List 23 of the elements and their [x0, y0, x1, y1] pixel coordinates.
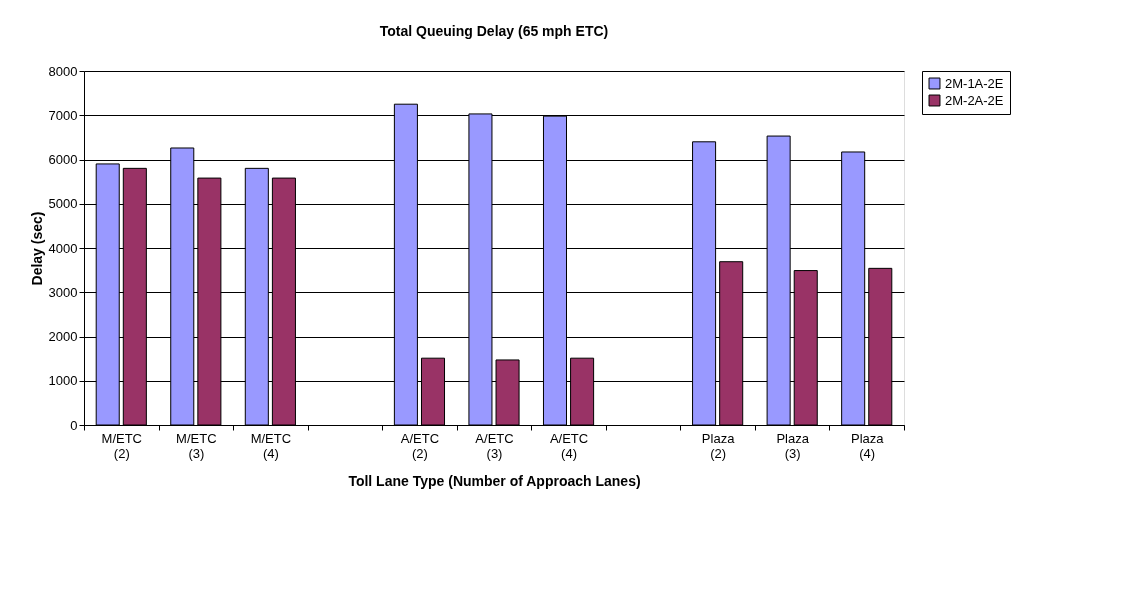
x-tick-label: M/ETC (2) [101, 430, 142, 461]
x-tick-label: Plaza (3) [776, 430, 810, 461]
y-tick-label: 3000 [48, 284, 78, 300]
y-tick-label: 5000 [48, 196, 78, 212]
y-tick-label: 0 [70, 417, 78, 433]
y-axis-title: Delay (sec) [28, 211, 45, 286]
x-tick-label: Plaza (2) [701, 430, 736, 461]
x-tick-label: M/ETC (4) [250, 430, 292, 461]
x-tick-label: A/ETC (3) [475, 430, 514, 461]
y-tick-label: 6000 [48, 152, 78, 167]
y-tick-label: 4000 [48, 240, 78, 256]
chart-title: Total Queuing Delay (65 mph ETC) [379, 23, 609, 39]
x-axis-title: Toll Lane Type (Number of Approach Lanes) [348, 472, 641, 489]
y-tick-label: 1000 [48, 373, 78, 389]
y-tick-label: 2000 [48, 329, 78, 344]
x-tick-label: A/ETC (4) [549, 430, 589, 461]
y-tick-label: 7000 [48, 107, 78, 123]
x-tick-label: M/ETC (3) [176, 430, 217, 461]
x-tick-label: A/ETC (2) [400, 430, 440, 461]
y-tick-label: 8000 [48, 63, 78, 79]
legend-label: 2M-2A-2E [945, 92, 1004, 108]
x-tick-label: Plaza (4) [850, 430, 885, 461]
legend-label: 2M-1A-2E [945, 75, 1004, 91]
